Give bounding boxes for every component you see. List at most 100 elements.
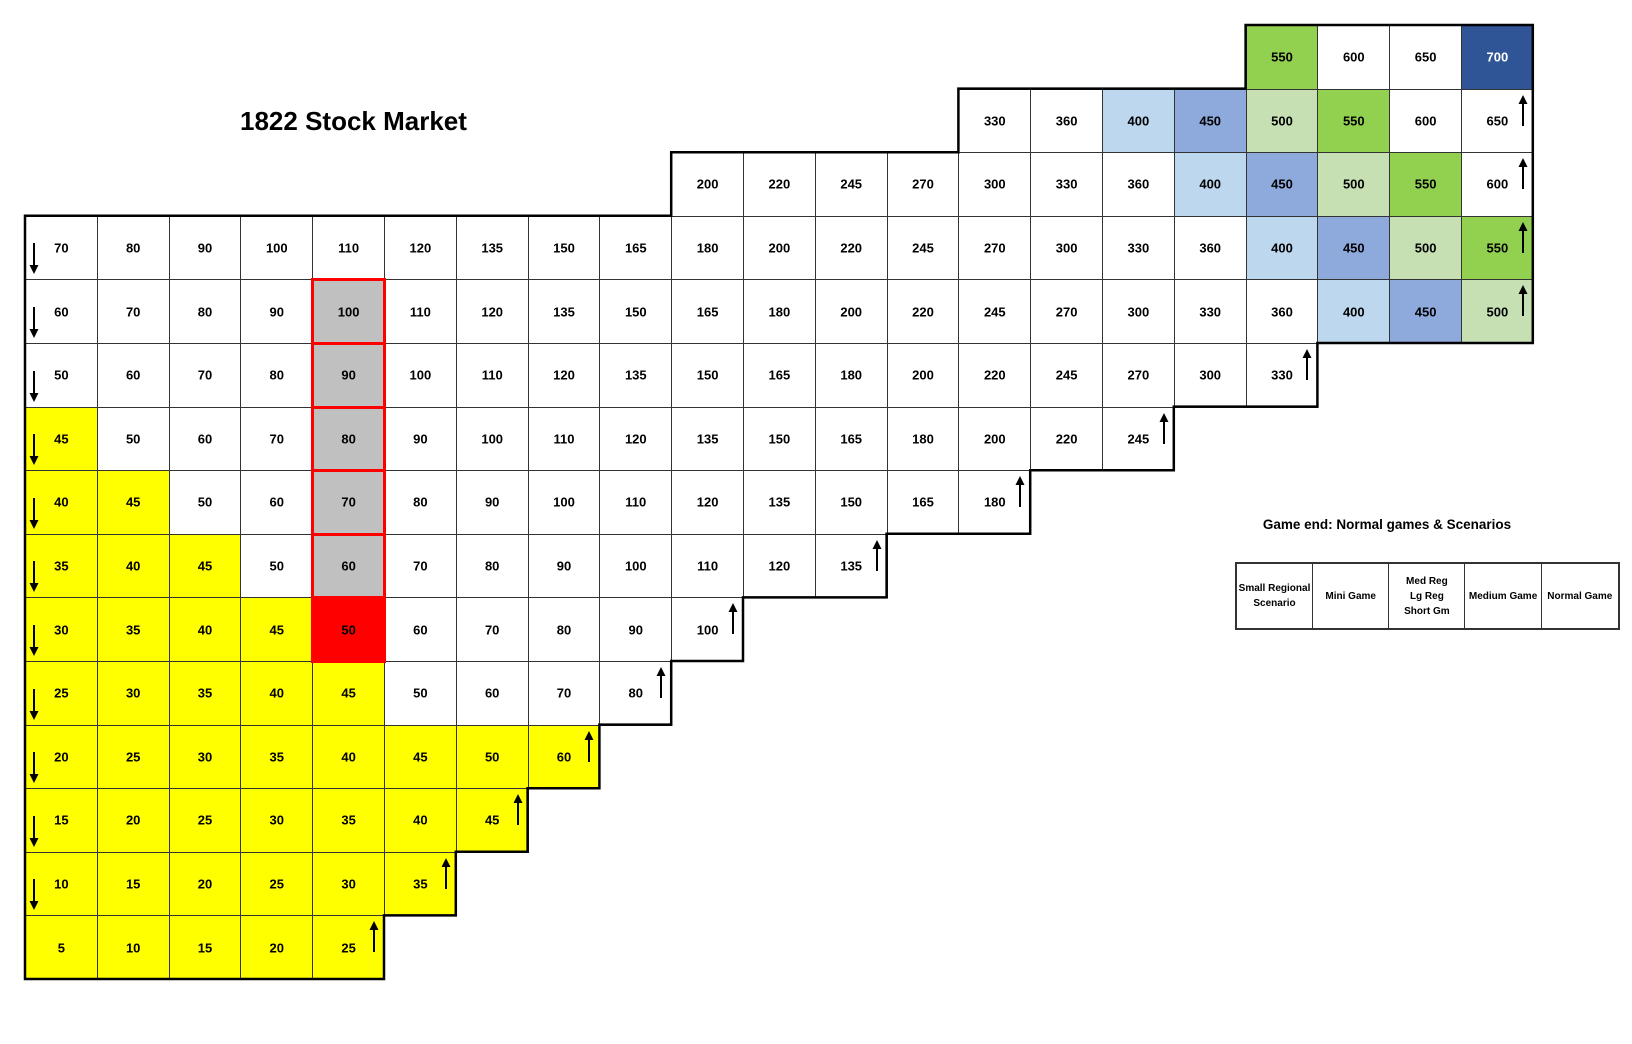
market-cell: 50 [240, 533, 314, 599]
market-cell: 330 [1173, 279, 1247, 344]
share-price: 200 [768, 240, 791, 256]
share-price: 90 [197, 240, 213, 256]
market-cell: 330 [1245, 343, 1319, 408]
arrow-up-icon [1518, 94, 1528, 126]
share-price: 245 [983, 304, 1006, 320]
market-cell: 450 [1389, 279, 1462, 344]
share-price: 70 [269, 431, 285, 447]
market-cell: 330 [1030, 152, 1103, 217]
market-cell: 90 [455, 470, 529, 535]
share-price: 60 [341, 558, 356, 574]
share-price: 200 [983, 431, 1006, 447]
market-cell: 500 [1461, 279, 1534, 344]
market-cell: 135 [671, 406, 744, 472]
share-price: 150 [840, 494, 863, 510]
market-cell: 70 [312, 470, 385, 535]
share-price: 500 [1414, 240, 1437, 256]
market-cell: 30 [25, 597, 98, 662]
arrow-down-icon [29, 306, 39, 338]
market-cell: 150 [599, 279, 673, 344]
share-price: 70 [197, 367, 213, 383]
share-price: 20 [269, 940, 285, 956]
market-cell: 165 [814, 406, 888, 472]
share-price: 330 [983, 113, 1006, 129]
share-price: 220 [840, 240, 863, 256]
share-price: 90 [556, 558, 572, 574]
share-price: 550 [1414, 176, 1437, 192]
arrow-up-icon [1015, 476, 1025, 508]
share-price: 600 [1342, 49, 1365, 65]
market-cell: 270 [1102, 343, 1175, 408]
market-cell: 165 [599, 215, 673, 281]
market-cell: 40 [240, 661, 314, 726]
market-cell: 120 [384, 215, 457, 281]
market-cell: 30 [96, 661, 170, 726]
share-price: 360 [1199, 240, 1222, 256]
market-cell: 10 [25, 851, 98, 917]
market-cell: 650 [1461, 88, 1534, 154]
market-cell: 60 [527, 724, 601, 790]
share-price: 330 [1127, 240, 1150, 256]
legend-item: Medium Game [1466, 564, 1542, 628]
share-price: 360 [1127, 176, 1150, 192]
share-price: 40 [413, 812, 428, 828]
share-price: 80 [556, 622, 572, 638]
market-cell: 360 [1030, 88, 1103, 154]
share-price: 300 [1127, 304, 1150, 320]
market-cell: 120 [527, 343, 601, 408]
market-cell: 180 [886, 406, 960, 472]
market-cell: 90 [312, 343, 385, 408]
market-cell: 600 [1317, 25, 1391, 90]
share-price: 60 [269, 494, 285, 510]
market-cell: 400 [1317, 279, 1391, 344]
share-price: 220 [768, 176, 791, 192]
market-cell: 15 [96, 851, 170, 917]
legend-item: Normal Game [1547, 590, 1613, 602]
share-price: 50 [413, 685, 428, 701]
share-price: 110 [697, 558, 719, 574]
share-price: 220 [983, 367, 1006, 383]
share-price: 80 [341, 431, 356, 447]
share-price: 60 [125, 367, 141, 383]
arrow-up-icon [1302, 349, 1312, 380]
market-cell: 450 [1245, 152, 1319, 217]
market-cell: 600 [1389, 88, 1462, 154]
market-cell: 50 [312, 597, 385, 662]
share-price: 5 [57, 940, 66, 956]
share-price: 100 [481, 431, 504, 447]
market-cell: 110 [671, 533, 744, 599]
market-cell: 45 [455, 788, 529, 853]
share-price: 450 [1342, 240, 1365, 256]
share-price: 100 [337, 304, 360, 320]
market-cell: 150 [671, 343, 744, 408]
market-cell: 90 [384, 406, 457, 472]
market-cell: 60 [312, 533, 385, 599]
market-cell: 70 [25, 215, 98, 281]
market-cell: 150 [814, 470, 888, 535]
market-cell: 200 [886, 343, 960, 408]
arrow-down-icon [29, 370, 39, 402]
market-cell: 245 [1030, 343, 1103, 408]
share-price: 110 [553, 431, 575, 447]
share-price: 150 [553, 240, 575, 256]
market-cell: 200 [671, 152, 744, 217]
market-cell: 70 [384, 533, 457, 599]
market-cell: 110 [312, 215, 385, 281]
share-price: 60 [197, 431, 213, 447]
share-price: 165 [768, 367, 791, 383]
arrow-up-icon [1518, 158, 1528, 190]
share-price: 70 [341, 494, 356, 510]
share-price: 360 [1055, 113, 1078, 129]
market-cell: 100 [240, 215, 314, 281]
share-price: 400 [1342, 304, 1365, 320]
market-cell: 550 [1245, 25, 1319, 90]
market-cell: 25 [25, 661, 98, 726]
market-cell: 400 [1102, 88, 1175, 154]
market-cell: 100 [455, 406, 529, 472]
market-cell: 200 [743, 215, 816, 281]
share-price: 300 [1055, 240, 1078, 256]
share-price: 110 [481, 367, 503, 383]
market-cell: 10 [96, 915, 170, 980]
market-cell: 100 [384, 343, 457, 408]
share-price: 150 [696, 367, 719, 383]
